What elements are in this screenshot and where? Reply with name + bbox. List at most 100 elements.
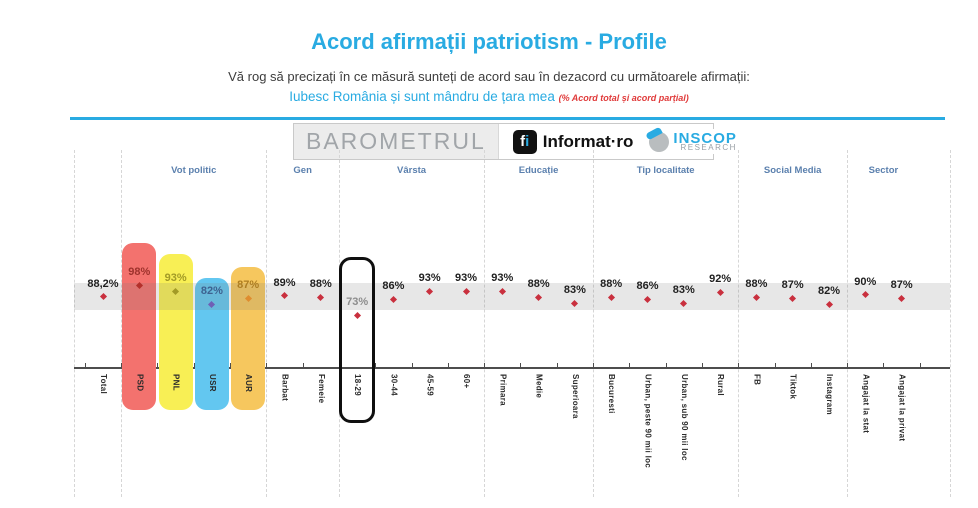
category-label: 30-44 <box>389 374 399 396</box>
column-bar-aur <box>231 267 266 410</box>
x-axis-tick <box>919 363 921 368</box>
x-axis-tick <box>375 363 377 368</box>
statement-line: Iubesc România și sunt mândru de țara me… <box>0 89 978 104</box>
value-label: 87% <box>781 279 804 292</box>
group-header: Tip localitate <box>636 165 695 176</box>
value-label: 87% <box>237 279 260 292</box>
x-axis-tick <box>230 363 232 368</box>
category-label: 60+ <box>462 374 471 389</box>
category-label: Superioara <box>570 374 580 419</box>
value-label: 86% <box>636 280 659 293</box>
category-label: Tiktok <box>788 374 798 400</box>
informat-logo-text: Informat·ro <box>542 131 634 151</box>
x-axis-tick <box>447 363 449 368</box>
value-label: 83% <box>672 284 695 296</box>
category-label: PSD <box>135 374 145 392</box>
group-separator <box>950 150 951 497</box>
category-label: Primara <box>498 374 508 406</box>
x-axis-tick <box>157 363 159 368</box>
category-label: Medie <box>534 374 544 399</box>
x-axis-tick <box>810 363 812 368</box>
statement-note: (% Acord total și acord parțial) <box>558 93 689 103</box>
x-axis-tick <box>302 363 304 368</box>
value-label: 88% <box>600 278 623 290</box>
inscop-logo-text: INSCOP RESEARCH <box>673 130 737 152</box>
question-text: Vă rog să precizați în ce măsură sunteți… <box>228 69 750 84</box>
column-bar-usr <box>194 278 229 410</box>
x-axis-tick <box>665 363 667 368</box>
page-title: Acord afirmații patriotism - Profile <box>311 29 667 54</box>
category-label: 45-59 <box>425 374 435 396</box>
group-header: Social Media <box>763 165 822 176</box>
value-label: 93% <box>164 272 187 284</box>
x-axis-tick <box>629 363 631 368</box>
value-label: 88% <box>527 278 550 290</box>
header-divider <box>70 117 945 120</box>
category-label: Angajat la stat <box>861 374 871 434</box>
column-bar-pnl <box>158 254 193 410</box>
inscop-logo: INSCOP RESEARCH <box>645 126 739 154</box>
group-separator <box>74 150 75 497</box>
category-label: Urban, peste 90 mii loc <box>643 374 653 469</box>
category-label: PNL <box>171 374 181 391</box>
reference-band <box>74 283 950 310</box>
x-axis-tick <box>411 363 413 368</box>
inscop-globe-icon <box>645 126 670 152</box>
category-label: USR <box>207 374 217 392</box>
group-separator <box>484 150 486 497</box>
category-label: FB <box>752 374 762 386</box>
x-axis-tick <box>193 363 195 368</box>
value-label: 93% <box>454 272 478 284</box>
value-label: 93% <box>491 272 514 284</box>
category-label: AUR <box>244 374 254 393</box>
x-axis-line <box>74 367 950 369</box>
category-label: Angajat la privat <box>897 374 907 442</box>
column-bar-psd <box>122 243 157 410</box>
statement-text: Iubesc România și sunt mândru de țara me… <box>289 89 555 104</box>
category-label: Femeie <box>316 374 326 404</box>
value-label: 86% <box>382 280 405 293</box>
value-label: 88% <box>309 278 332 290</box>
category-label: 18-29 <box>353 374 363 396</box>
category-label: Instagram <box>825 374 834 415</box>
group-header: Vârsta <box>397 165 427 176</box>
value-label: 93% <box>418 272 441 284</box>
group-separator <box>738 150 740 497</box>
value-label: 82% <box>200 285 223 298</box>
category-label: Urban, sub 90 mii loc <box>679 374 689 461</box>
value-label: 82% <box>817 285 841 298</box>
x-axis-tick <box>883 363 885 368</box>
group-separator <box>266 150 268 497</box>
value-label: 73% <box>346 296 369 308</box>
group-header: Educație <box>518 165 559 176</box>
x-axis-tick <box>701 363 703 368</box>
value-label: 83% <box>563 284 586 296</box>
barometrul-logo: BAROMETRUL <box>294 124 499 159</box>
group-separator <box>121 150 123 497</box>
value-label: 92% <box>709 273 732 286</box>
x-axis-tick <box>266 363 268 368</box>
category-label: Bucuresti <box>607 374 617 414</box>
value-label: 88% <box>745 278 768 290</box>
x-axis-tick <box>484 363 486 368</box>
x-axis-tick <box>774 363 776 368</box>
category-label: Barbat <box>280 374 290 402</box>
x-axis-tick <box>84 363 86 368</box>
x-axis-tick <box>520 363 522 368</box>
group-header: Gen <box>293 165 312 176</box>
x-axis-tick <box>556 363 558 368</box>
category-label: Total <box>99 374 108 395</box>
group-separator <box>847 150 849 497</box>
x-axis-tick <box>121 363 123 368</box>
group-separator <box>593 150 595 497</box>
value-label: 98% <box>128 266 151 278</box>
value-label: 87% <box>890 279 913 292</box>
highlight-outline-18-29 <box>339 257 376 423</box>
category-label: Rural <box>716 374 726 396</box>
value-label: 88,2% <box>87 277 119 290</box>
